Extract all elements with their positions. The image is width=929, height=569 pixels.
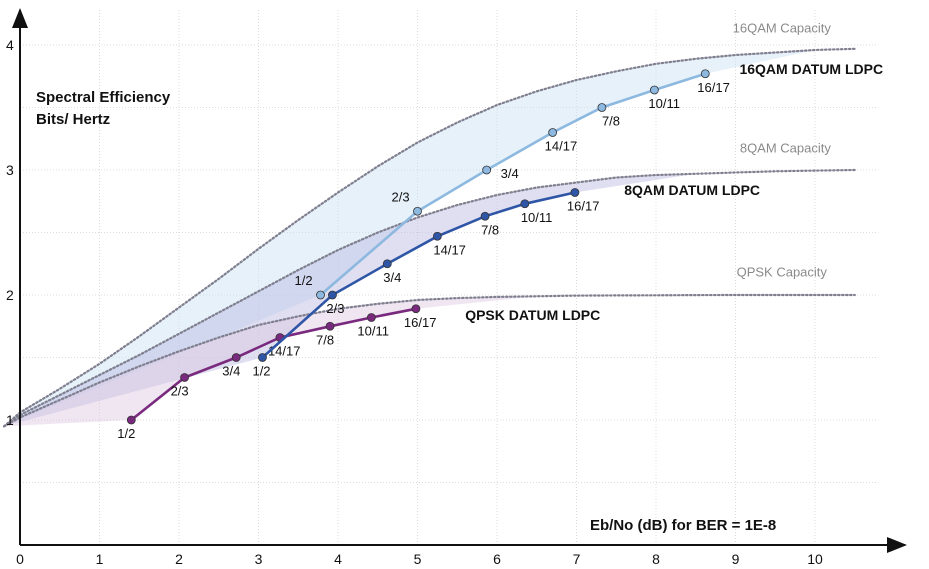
code-rate-label: 7/8: [316, 332, 334, 347]
series-point: [325, 321, 335, 331]
code-rate-label: 7/8: [602, 114, 620, 129]
code-rate-label: 14/17: [268, 344, 301, 359]
x-tick-label: 1: [96, 551, 104, 567]
axes: [11, 8, 907, 553]
series-point: [316, 290, 325, 300]
series-point: [231, 353, 241, 362]
x-axis-label: Eb/No (dB) for BER = 1E-8: [590, 517, 776, 534]
x-tick-label: 2: [175, 551, 183, 567]
capacity-region: [4, 296, 537, 427]
code-rate-label: 2/3: [171, 384, 189, 399]
series-point: [700, 69, 710, 79]
x-tick-label: 0: [16, 551, 24, 567]
x-tick-label: 8: [652, 551, 660, 567]
series-point: [258, 353, 267, 362]
series-point: [432, 231, 442, 241]
x-tick-label: 3: [255, 551, 263, 567]
series-point: [328, 290, 337, 300]
code-rate-label: 10/11: [648, 96, 680, 111]
capacity-label: 16QAM Capacity: [733, 21, 832, 36]
series-point: [520, 199, 530, 209]
code-rate-label: 16/17: [697, 80, 730, 95]
series-labels: QPSK DATUM LDPC 8QAM DATUM LDPC 16QAM DATU…: [465, 61, 883, 323]
code-rate-label: 2/3: [392, 189, 410, 204]
x-tick-label: 5: [414, 551, 422, 567]
capacity-label: QPSK Capacity: [737, 264, 828, 279]
x-tick-label: 9: [732, 551, 740, 567]
y-tick-label: 4: [6, 37, 14, 53]
x-tick-label: 6: [493, 551, 501, 567]
code-rate-label: 3/4: [222, 364, 240, 379]
code-rate-label: 16/17: [404, 315, 437, 330]
code-rate-label: 10/11: [521, 210, 553, 225]
series-point: [382, 259, 392, 269]
y-axis-label-line2: Bits/ Hertz: [36, 111, 110, 128]
series-point: [570, 188, 580, 197]
series-name-label: 16QAM DATUM LDPC: [739, 61, 883, 77]
capacity-curves: 16QAM Capacity 8QAM Capacity QPSK Capacity: [2, 21, 856, 428]
series-point: [411, 304, 421, 314]
capacity-curve: [2, 168, 856, 428]
code-rate-label: 16/17: [567, 199, 600, 214]
series-point: [126, 415, 136, 425]
code-rate-label: 14/17: [545, 139, 578, 154]
series-point: [482, 165, 492, 175]
y-tick-label: 1: [6, 412, 14, 428]
series-name-label: 8QAM DATUM LDPC: [624, 182, 760, 198]
series-point: [548, 128, 558, 137]
code-rate-label: 1/2: [117, 426, 135, 441]
capacity-region: [4, 173, 696, 427]
capacity-fill-regions: [4, 50, 816, 427]
code-rate-label: 1/2: [295, 273, 313, 288]
code-rate-label: 3/4: [501, 166, 519, 181]
code-rate-label: 3/4: [383, 270, 401, 285]
code-rate-label: 10/11: [357, 324, 389, 339]
y-tick-label: 3: [6, 162, 14, 178]
series-point: [413, 206, 422, 216]
x-tick-label: 7: [573, 551, 581, 567]
series-point: [180, 373, 189, 382]
capacity-label: 8QAM Capacity: [740, 141, 832, 156]
x-tick-label: 10: [807, 551, 823, 567]
series-name-label: QPSK DATUM LDPC: [465, 307, 600, 323]
capacity-region: [4, 50, 816, 427]
code-rate-label: 14/17: [433, 242, 466, 257]
series-point: [366, 313, 376, 322]
code-rate-label: 2/3: [326, 301, 344, 316]
tick-labels: 0 1 2 3 4 5 6 7 8 9 10 1 2 3 4: [6, 37, 823, 567]
y-axis-label-line1: Spectral Efficiency: [36, 89, 171, 106]
data-series: 1/2 2/3 3/4 14/17 7/8 10/11 16/17 1/2 2/3 3/4 14/1…: [117, 69, 730, 441]
y-tick-label: 2: [6, 287, 14, 303]
series-point: [650, 85, 659, 95]
code-rate-label: 7/8: [481, 222, 499, 237]
series-point: [597, 103, 607, 112]
capacity-curve: [2, 47, 856, 428]
capacity-curve: [2, 293, 856, 428]
grid: [20, 10, 879, 545]
series-point: [480, 211, 490, 221]
code-rate-label: 1/2: [252, 364, 270, 379]
x-tick-label: 4: [334, 551, 342, 567]
